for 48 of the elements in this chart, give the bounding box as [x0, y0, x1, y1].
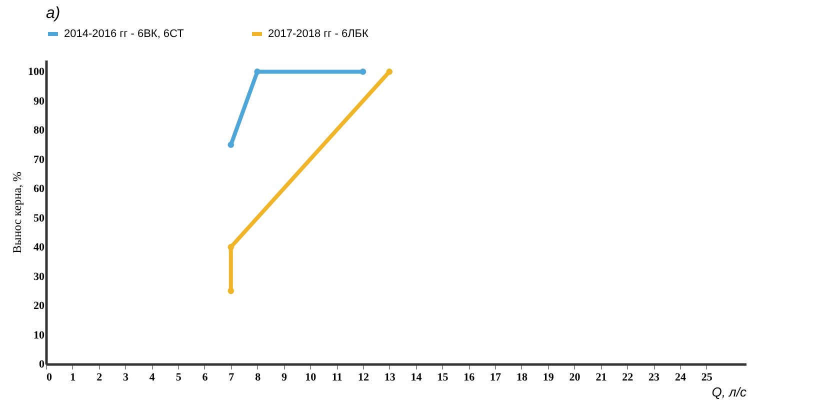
y-tick-label: 70	[34, 154, 45, 166]
y-tick-label: 90	[34, 95, 45, 108]
x-tick-label: 0	[46, 372, 52, 384]
chart-title: а)	[46, 5, 60, 22]
x-tick-label: 8	[255, 372, 262, 384]
x-tick-label: 12	[358, 372, 370, 384]
y-tick-label: 80	[34, 124, 45, 137]
y-tick-label: 30	[34, 270, 45, 283]
x-tick-label: 14	[410, 372, 422, 384]
x-tick-label: 25	[701, 372, 713, 384]
x-tick-label: 21	[596, 372, 607, 384]
x-tick-label: 24	[674, 372, 686, 384]
x-tick-label: 19	[542, 372, 554, 384]
x-tick-label: 2	[96, 372, 103, 384]
y-tick-label: 40	[34, 242, 45, 254]
point	[228, 142, 234, 148]
point	[360, 68, 366, 75]
x-tick-label: 23	[648, 372, 660, 384]
x-tick-label: 3	[122, 372, 129, 384]
y-tick-label: 20	[34, 300, 45, 312]
x-tick-label: 7	[228, 372, 235, 384]
x-tick-label: 22	[622, 372, 634, 384]
x-tick-label: 4	[149, 372, 156, 384]
point	[228, 288, 234, 294]
x-tick-label: 16	[464, 372, 476, 384]
x-tick-label: 13	[384, 372, 396, 384]
x-tick-label: 5	[176, 372, 182, 384]
x-tick-label: 6	[202, 372, 208, 384]
x-tick-label: 1	[70, 372, 76, 384]
point	[386, 68, 393, 75]
y-tick-label: 50	[34, 212, 45, 224]
x-axis-title: Q, л/с	[712, 384, 747, 400]
x-tick-label: 18	[516, 372, 528, 384]
x-tick-label: 9	[281, 372, 288, 384]
legend-label: 2017-2018 гг - 6ЛБК	[268, 28, 370, 40]
y-tick-label: 60	[34, 183, 45, 196]
x-tick-label: 11	[332, 372, 342, 384]
y-tick-label: 100	[28, 66, 45, 78]
point	[254, 68, 260, 75]
y-tick-label: 10	[34, 329, 45, 342]
x-tick-label: 15	[437, 372, 449, 384]
point	[228, 244, 234, 250]
x-tick-label: 17	[490, 372, 502, 384]
x-tick-label: 20	[569, 372, 581, 384]
y-tick-label: 0	[39, 358, 45, 370]
x-tick-label: 10	[305, 372, 317, 384]
legend-label: 2014-2016 гг - 6ВК, 6СТ	[64, 28, 184, 40]
y-axis-title: Вынос керна, %	[10, 172, 24, 254]
